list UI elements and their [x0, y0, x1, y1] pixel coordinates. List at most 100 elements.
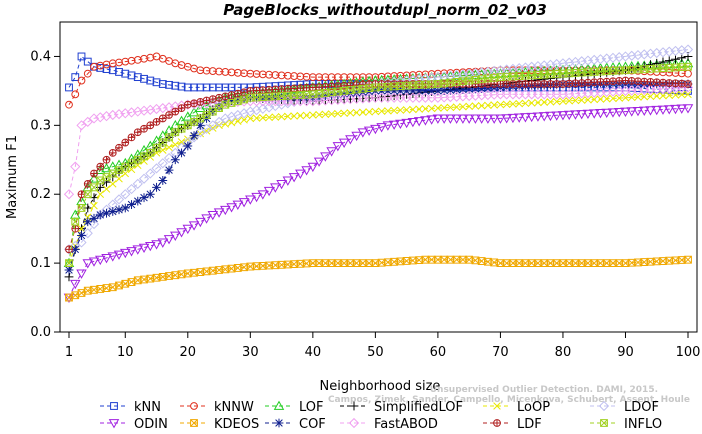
series-knnw-point — [65, 100, 73, 109]
series-loop-point — [390, 106, 398, 115]
series-loop-point — [346, 109, 355, 117]
series-ldf-point — [246, 87, 255, 95]
series-loop-point — [209, 124, 217, 132]
series-odin-point — [563, 110, 575, 121]
plot-frame — [59, 21, 698, 333]
series-cof-point — [127, 200, 136, 209]
series-ldf-point — [308, 83, 317, 92]
series-kdeos-point — [684, 255, 692, 264]
series-cof-point — [214, 101, 224, 111]
series-ldof-point — [251, 105, 262, 116]
series-loop-point — [434, 104, 442, 112]
series-knnw-point — [240, 69, 248, 78]
series-ldf-point — [502, 80, 511, 88]
legend-lof-point — [273, 400, 285, 410]
series-loop-point — [396, 106, 405, 114]
series-loop-point — [421, 105, 430, 113]
series-odin-point — [538, 112, 550, 122]
series-odin-point — [526, 112, 537, 123]
series-inflo-point — [115, 166, 123, 175]
series-knn-point — [196, 83, 205, 92]
series-ldof-point — [263, 102, 275, 113]
series-inflo-point — [165, 133, 173, 142]
series-knnw-point — [252, 70, 261, 78]
series-kdeos-point — [115, 281, 123, 290]
series-loop-point — [315, 110, 323, 119]
series-line-ldof — [68, 49, 689, 250]
series-ldf-point — [677, 79, 686, 88]
series-knn-point — [208, 83, 217, 92]
legend-ldf-point — [493, 419, 501, 427]
series-odin-point — [420, 116, 431, 126]
series-odin-point — [463, 114, 475, 124]
series-loop-point — [446, 103, 455, 112]
series-ldof-point — [88, 218, 100, 230]
y-axis-label: Maximum F1 — [5, 135, 20, 219]
series-knn-point — [190, 83, 198, 92]
series-ldof-point — [270, 100, 281, 112]
series-loop-point — [234, 117, 242, 125]
series-loop-point — [677, 90, 686, 99]
series-odin-point — [288, 173, 300, 183]
series-odin-point — [226, 203, 237, 213]
series-kdeos-point — [227, 264, 236, 273]
series-ldf-point — [90, 169, 98, 178]
legend-ldof-point — [598, 400, 610, 412]
series-cof-point — [295, 93, 305, 103]
series-odin-point — [201, 214, 212, 224]
series-inflo-point — [352, 85, 361, 94]
series-loop-point — [365, 108, 373, 116]
series-cof-point — [164, 165, 174, 175]
series-inflo-point — [346, 86, 355, 95]
series-loop-point — [477, 101, 486, 110]
series-kdeos-point — [71, 291, 80, 300]
series-odin-point — [520, 113, 531, 123]
series-fastabod-point — [82, 116, 93, 127]
series-odin-point — [276, 179, 287, 190]
series-ldf-point — [621, 76, 630, 85]
series-cof-point — [114, 205, 124, 215]
series-cof-point — [95, 210, 105, 220]
series-kdeos-point — [190, 268, 198, 277]
series-ldf-point — [108, 149, 117, 157]
series-cof-point — [420, 86, 430, 96]
series-fastabod-point — [88, 113, 100, 124]
chart-title: PageBlocks_withoutdupl_norm_02_v03 — [223, 1, 547, 19]
series-ldf-point — [152, 118, 161, 126]
series-cof-point — [177, 148, 186, 158]
series-loop-point — [102, 185, 111, 193]
series-loop-point — [452, 103, 461, 111]
series-knn-point — [158, 80, 167, 88]
series-odin-point — [663, 105, 675, 115]
series-loop-point — [496, 100, 505, 109]
legend-item-inflo: INFLO — [590, 417, 662, 432]
series-cof-point — [89, 213, 99, 223]
series-line-loop — [68, 93, 689, 264]
series-ldf-point — [565, 79, 574, 88]
series-inflo-point — [71, 217, 80, 226]
series-cof-point — [277, 93, 286, 103]
series-loop-point — [521, 99, 530, 108]
legend-item-simplifiedlof: SimplifiedLOF — [340, 400, 463, 415]
series-loop-point — [652, 92, 661, 100]
series-cof-point — [289, 93, 299, 103]
series-cof-point — [70, 244, 80, 254]
series-kdeos-point — [102, 284, 111, 292]
series-inflo-point — [121, 162, 130, 171]
series-ldf-point — [77, 190, 86, 199]
series-knnw-point — [296, 72, 305, 81]
legend-item-loop: LoOP — [483, 400, 550, 415]
series-odin-point — [101, 254, 112, 264]
series-inflo-point — [315, 89, 324, 98]
series-loop-point — [77, 224, 86, 233]
series-ldof-point — [145, 168, 156, 179]
series-inflo-point — [490, 73, 499, 82]
series-inflo-point — [208, 107, 217, 116]
series-odin-point — [251, 192, 262, 203]
series-knnw-point — [308, 73, 317, 82]
series-ldf-point — [196, 98, 205, 106]
series-knn-point — [227, 83, 236, 92]
series-ldf-point — [283, 85, 292, 93]
x-tick-label: 70 — [492, 345, 509, 360]
